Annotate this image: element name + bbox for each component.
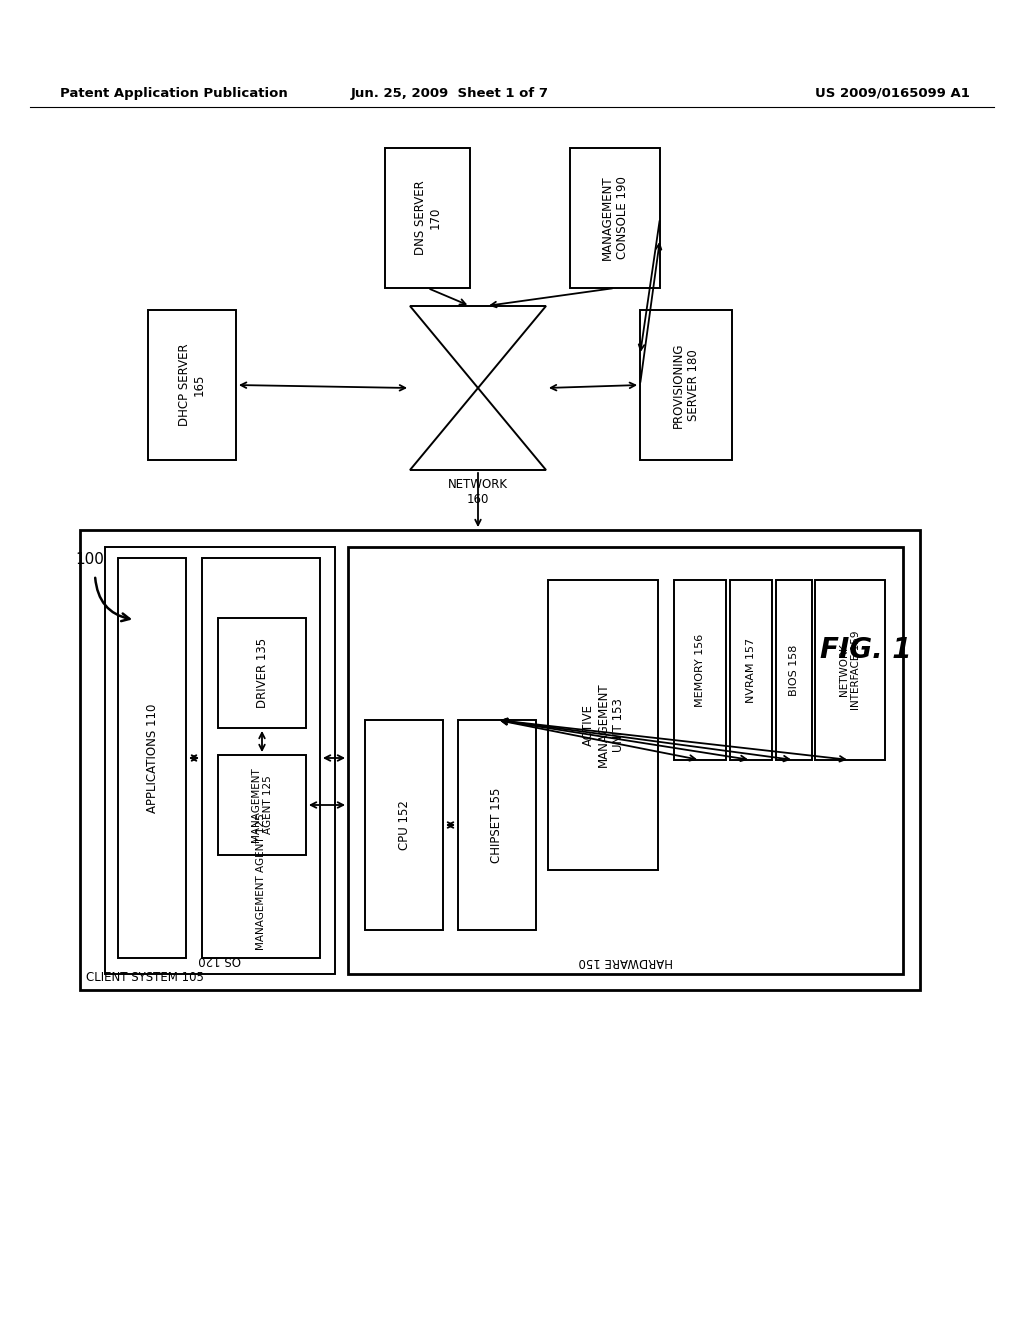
Text: BIOS 158: BIOS 158 <box>790 644 799 696</box>
Bar <box>730 579 772 760</box>
Text: MANAGEMENT AGENT 125: MANAGEMENT AGENT 125 <box>256 813 266 950</box>
Text: NETWORK
160: NETWORK 160 <box>449 478 508 506</box>
Text: 100: 100 <box>76 553 104 568</box>
Bar <box>674 579 726 760</box>
Bar <box>148 310 236 459</box>
Text: ACTIVE
MANAGEMENT
UNIT 153: ACTIVE MANAGEMENT UNIT 153 <box>582 682 625 767</box>
Text: CPU 152: CPU 152 <box>397 800 411 850</box>
Text: HARDWARE 150: HARDWARE 150 <box>579 954 673 968</box>
Bar <box>218 755 306 855</box>
Text: MEMORY 156: MEMORY 156 <box>695 634 705 706</box>
Bar <box>776 579 812 760</box>
Text: FIG. 1: FIG. 1 <box>820 636 911 664</box>
Text: NETWORK
INTERFACE 159: NETWORK INTERFACE 159 <box>840 630 861 710</box>
Text: OS 120: OS 120 <box>199 953 242 966</box>
Text: CLIENT SYSTEM 105: CLIENT SYSTEM 105 <box>86 972 204 983</box>
Polygon shape <box>410 306 546 388</box>
Bar <box>218 618 306 729</box>
Bar <box>548 579 658 870</box>
Bar <box>202 558 319 958</box>
Bar <box>815 579 885 760</box>
Text: DHCP SERVER
165: DHCP SERVER 165 <box>178 343 206 426</box>
Text: APPLICATIONS 110: APPLICATIONS 110 <box>145 704 159 813</box>
Text: Jun. 25, 2009  Sheet 1 of 7: Jun. 25, 2009 Sheet 1 of 7 <box>351 87 549 99</box>
Text: CHIPSET 155: CHIPSET 155 <box>490 787 504 863</box>
Text: DNS SERVER
170: DNS SERVER 170 <box>414 181 441 255</box>
Bar <box>118 558 186 958</box>
Text: MANAGEMENT
AGENT 125: MANAGEMENT AGENT 125 <box>251 768 272 842</box>
Bar <box>348 546 903 974</box>
Bar <box>458 719 536 931</box>
Text: Patent Application Publication: Patent Application Publication <box>60 87 288 99</box>
Text: MANAGEMENT
CONSOLE 190: MANAGEMENT CONSOLE 190 <box>601 176 629 260</box>
Bar <box>80 531 920 990</box>
Text: US 2009/0165099 A1: US 2009/0165099 A1 <box>815 87 970 99</box>
Bar <box>385 148 470 288</box>
Text: DRIVER 135: DRIVER 135 <box>256 638 268 708</box>
Polygon shape <box>410 388 546 470</box>
Bar <box>365 719 443 931</box>
Text: PROVISIONING
SERVER 180: PROVISIONING SERVER 180 <box>672 342 700 428</box>
Bar <box>570 148 660 288</box>
Bar <box>640 310 732 459</box>
Bar <box>105 546 335 974</box>
Text: NVRAM 157: NVRAM 157 <box>746 638 756 702</box>
